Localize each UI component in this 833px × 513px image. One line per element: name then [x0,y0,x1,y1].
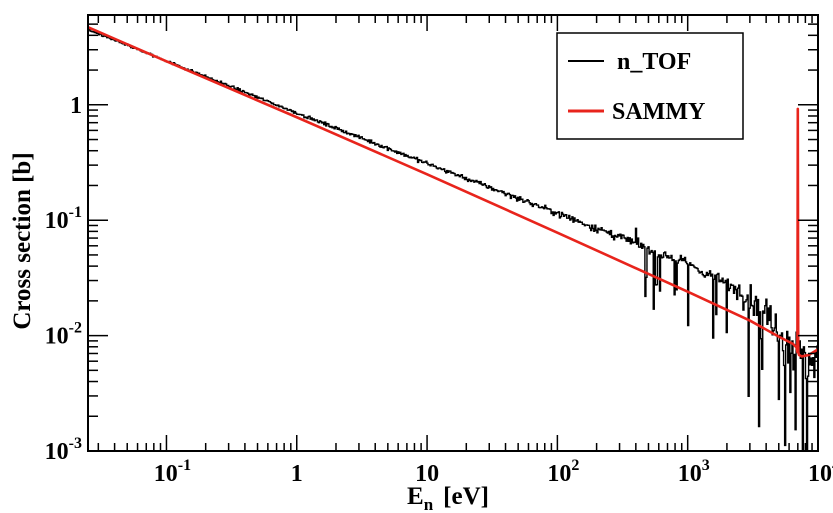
y-tick-label-exponent: -3 [69,435,82,452]
x-tick-label-base: 10 [678,461,702,487]
legend-label-sammy: SAMMY [612,99,705,125]
x-tick-label-exponent: -1 [178,457,191,474]
x-tick-label-base: 10 [154,461,178,487]
data-layer [87,26,819,451]
y-tick-label: 10-2 [45,320,82,350]
series-line-sammy [87,26,819,358]
y-tick-label-base: 1 [70,93,82,119]
legend: n_TOF SAMMY [556,32,744,140]
y-tick-label: 10-1 [45,204,82,234]
x-tick-label: 103 [678,457,710,487]
y-tick-label: 1 [70,93,82,119]
x-tick-label-base: 1 [291,461,303,487]
plot-frame [87,14,819,452]
x-tick-label-exponent: 3 [702,457,710,474]
x-tick-label: 10 [415,461,439,487]
y-tick-label-exponent: -1 [69,204,82,221]
x-axis-title: En [eV] [407,483,489,513]
x-tick-label-exponent: 2 [571,457,579,474]
y-tick-label-base: 10 [45,208,69,234]
x-axis-title-unit: [eV] [443,483,489,510]
x-tick-label: 104 [808,457,833,487]
x-tick-label: 102 [547,457,579,487]
legend-label-ntof: n_TOF [617,49,691,75]
y-tick-label-exponent: -2 [69,320,82,337]
x-tick-label-base: 10 [415,461,439,487]
series-line-ntof [88,28,818,451]
legend-box [556,32,744,140]
y-tick-label-base: 10 [45,439,69,465]
x-tick-label-base: 10 [547,461,571,487]
x-axis-title-main: E [407,483,424,510]
y-tick-label: 10-3 [45,435,82,465]
y-axis-title: Cross section [b] [9,152,36,329]
y-tick-label-base: 10 [45,324,69,350]
x-tick-label: 10-1 [154,457,191,487]
axis-ticks [88,14,819,452]
x-tick-label: 1 [291,461,303,487]
x-tick-label-base: 10 [808,461,832,487]
x-axis-title-subscript: n [424,495,434,513]
y-tick-labels: 10-310-210-11 [45,93,82,465]
